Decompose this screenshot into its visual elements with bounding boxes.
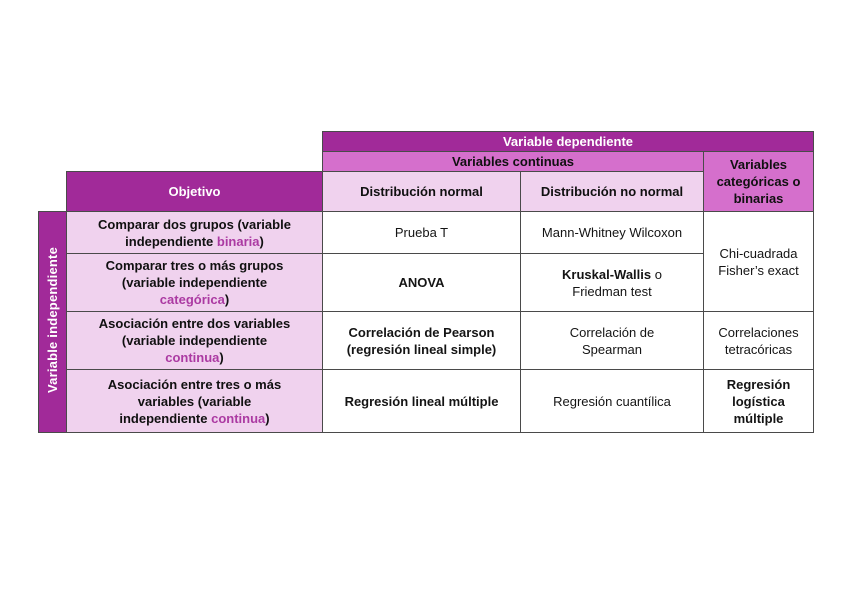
cell-mann-whitney-wilcoxon-label: Mann-Whitney Wilcoxon — [541, 225, 683, 241]
sidebar-variable-independiente: Variable independiente — [38, 211, 67, 434]
header-variables-continuas-label: Variables continuas — [451, 154, 575, 170]
row-label-text-end: ) — [219, 350, 224, 366]
row-label-asociacion-dos-variables: Asociación entre dos variables (variable… — [66, 311, 323, 371]
cell-regresion-lineal-multiple-label: Regresión lineal múltiple — [344, 393, 499, 409]
cell-correlacion-spearman: Correlación de Spearman — [520, 311, 704, 371]
cell-kruskal-wallis-label: Kruskal-Wallis — [562, 266, 652, 282]
header-variable-dependiente-label: Variable dependiente — [502, 134, 634, 149]
cell-regresion-cuantilica: Regresión cuantílica — [520, 369, 704, 434]
cell-anova: ANOVA — [322, 253, 521, 313]
cell-chi-cuadrada-fisher-label: Chi-cuadrada Fisher’s exact — [718, 245, 799, 278]
cell-correlacion-pearson: Correlación de Pearson (regresión lineal… — [322, 311, 521, 371]
cell-regresion-cuantilica-label: Regresión cuantílica — [553, 393, 671, 409]
row-label-highlight-continua: continua — [211, 410, 266, 426]
header-distribucion-normal-label: Distribución normal — [360, 184, 483, 200]
header-distribucion-normal: Distribución normal — [322, 171, 521, 213]
header-variables-categoricas-binarias-label: Variables categóricas o binarias — [716, 157, 801, 207]
row-label-highlight-continua: continua — [165, 350, 220, 366]
header-objetivo: Objetivo — [66, 171, 323, 213]
header-variables-categoricas-binarias: Variables categóricas o binarias — [703, 151, 814, 213]
row-label-asociacion-tres-variables: Asociación entre tres o más variables (v… — [66, 369, 323, 434]
row-label-comparar-tres-grupos: Comparar tres o más grupos (variable ind… — [66, 253, 323, 313]
cell-mann-whitney-wilcoxon: Mann-Whitney Wilcoxon — [520, 211, 704, 255]
row-label-text: Asociación entre dos variables (variable… — [98, 316, 291, 349]
row-label-text-end: ) — [259, 233, 264, 249]
header-variables-continuas: Variables continuas — [322, 151, 704, 173]
cell-friedman-label: o Friedman test — [572, 266, 662, 299]
row-label-text: Comparar dos grupos (variable independie… — [98, 216, 291, 249]
row-label-text: Asociación entre tres o más variables (v… — [107, 376, 282, 426]
cell-correlaciones-tetracoricas: Correlaciones tetracóricas — [703, 311, 814, 371]
cell-correlacion-spearman-label: Correlación de Spearman — [569, 324, 655, 357]
cell-anova-label: ANOVA — [398, 275, 445, 291]
cell-regresion-logistica-multiple-label: Regresión logística múltiple — [726, 376, 791, 426]
header-objetivo-label: Objetivo — [168, 184, 221, 200]
header-distribucion-no-normal: Distribución no normal — [520, 171, 704, 213]
row-label-text-end: ) — [265, 410, 270, 426]
sidebar-variable-independiente-label: Variable independiente — [44, 247, 60, 394]
cell-correlacion-pearson-label: Correlación de Pearson (regresión lineal… — [346, 324, 497, 357]
cell-kruskal-wallis-friedman: Kruskal-Wallis o Friedman test — [520, 253, 704, 313]
cell-prueba-t-label: Prueba T — [394, 225, 449, 241]
cell-regresion-logistica-multiple: Regresión logística múltiple — [703, 369, 814, 434]
cell-correlaciones-tetracoricas-label: Correlaciones tetracóricas — [718, 324, 799, 357]
cell-regresion-lineal-multiple: Regresión lineal múltiple — [322, 369, 521, 434]
empty-row3-left — [39, 172, 67, 212]
statistical-tests-table: Variable dependiente Variables continuas… — [38, 130, 814, 434]
header-variable-dependiente: Variable dependiente — [322, 130, 814, 153]
empty-row2-left — [39, 152, 323, 172]
cell-chi-cuadrada-fisher: Chi-cuadrada Fisher’s exact — [703, 211, 814, 313]
row-label-highlight-categorica: categórica — [159, 292, 225, 308]
header-distribucion-no-normal-label: Distribución no normal — [540, 184, 684, 200]
empty-top-left — [39, 132, 323, 152]
row-label-highlight-binaria: binaria — [216, 233, 260, 249]
row-label-text-end: ) — [224, 292, 230, 308]
row-label-comparar-dos-grupos: Comparar dos grupos (variable independie… — [66, 211, 323, 255]
cell-prueba-t: Prueba T — [322, 211, 521, 255]
row-label-text: Comparar tres o más grupos (variable ind… — [105, 258, 284, 291]
